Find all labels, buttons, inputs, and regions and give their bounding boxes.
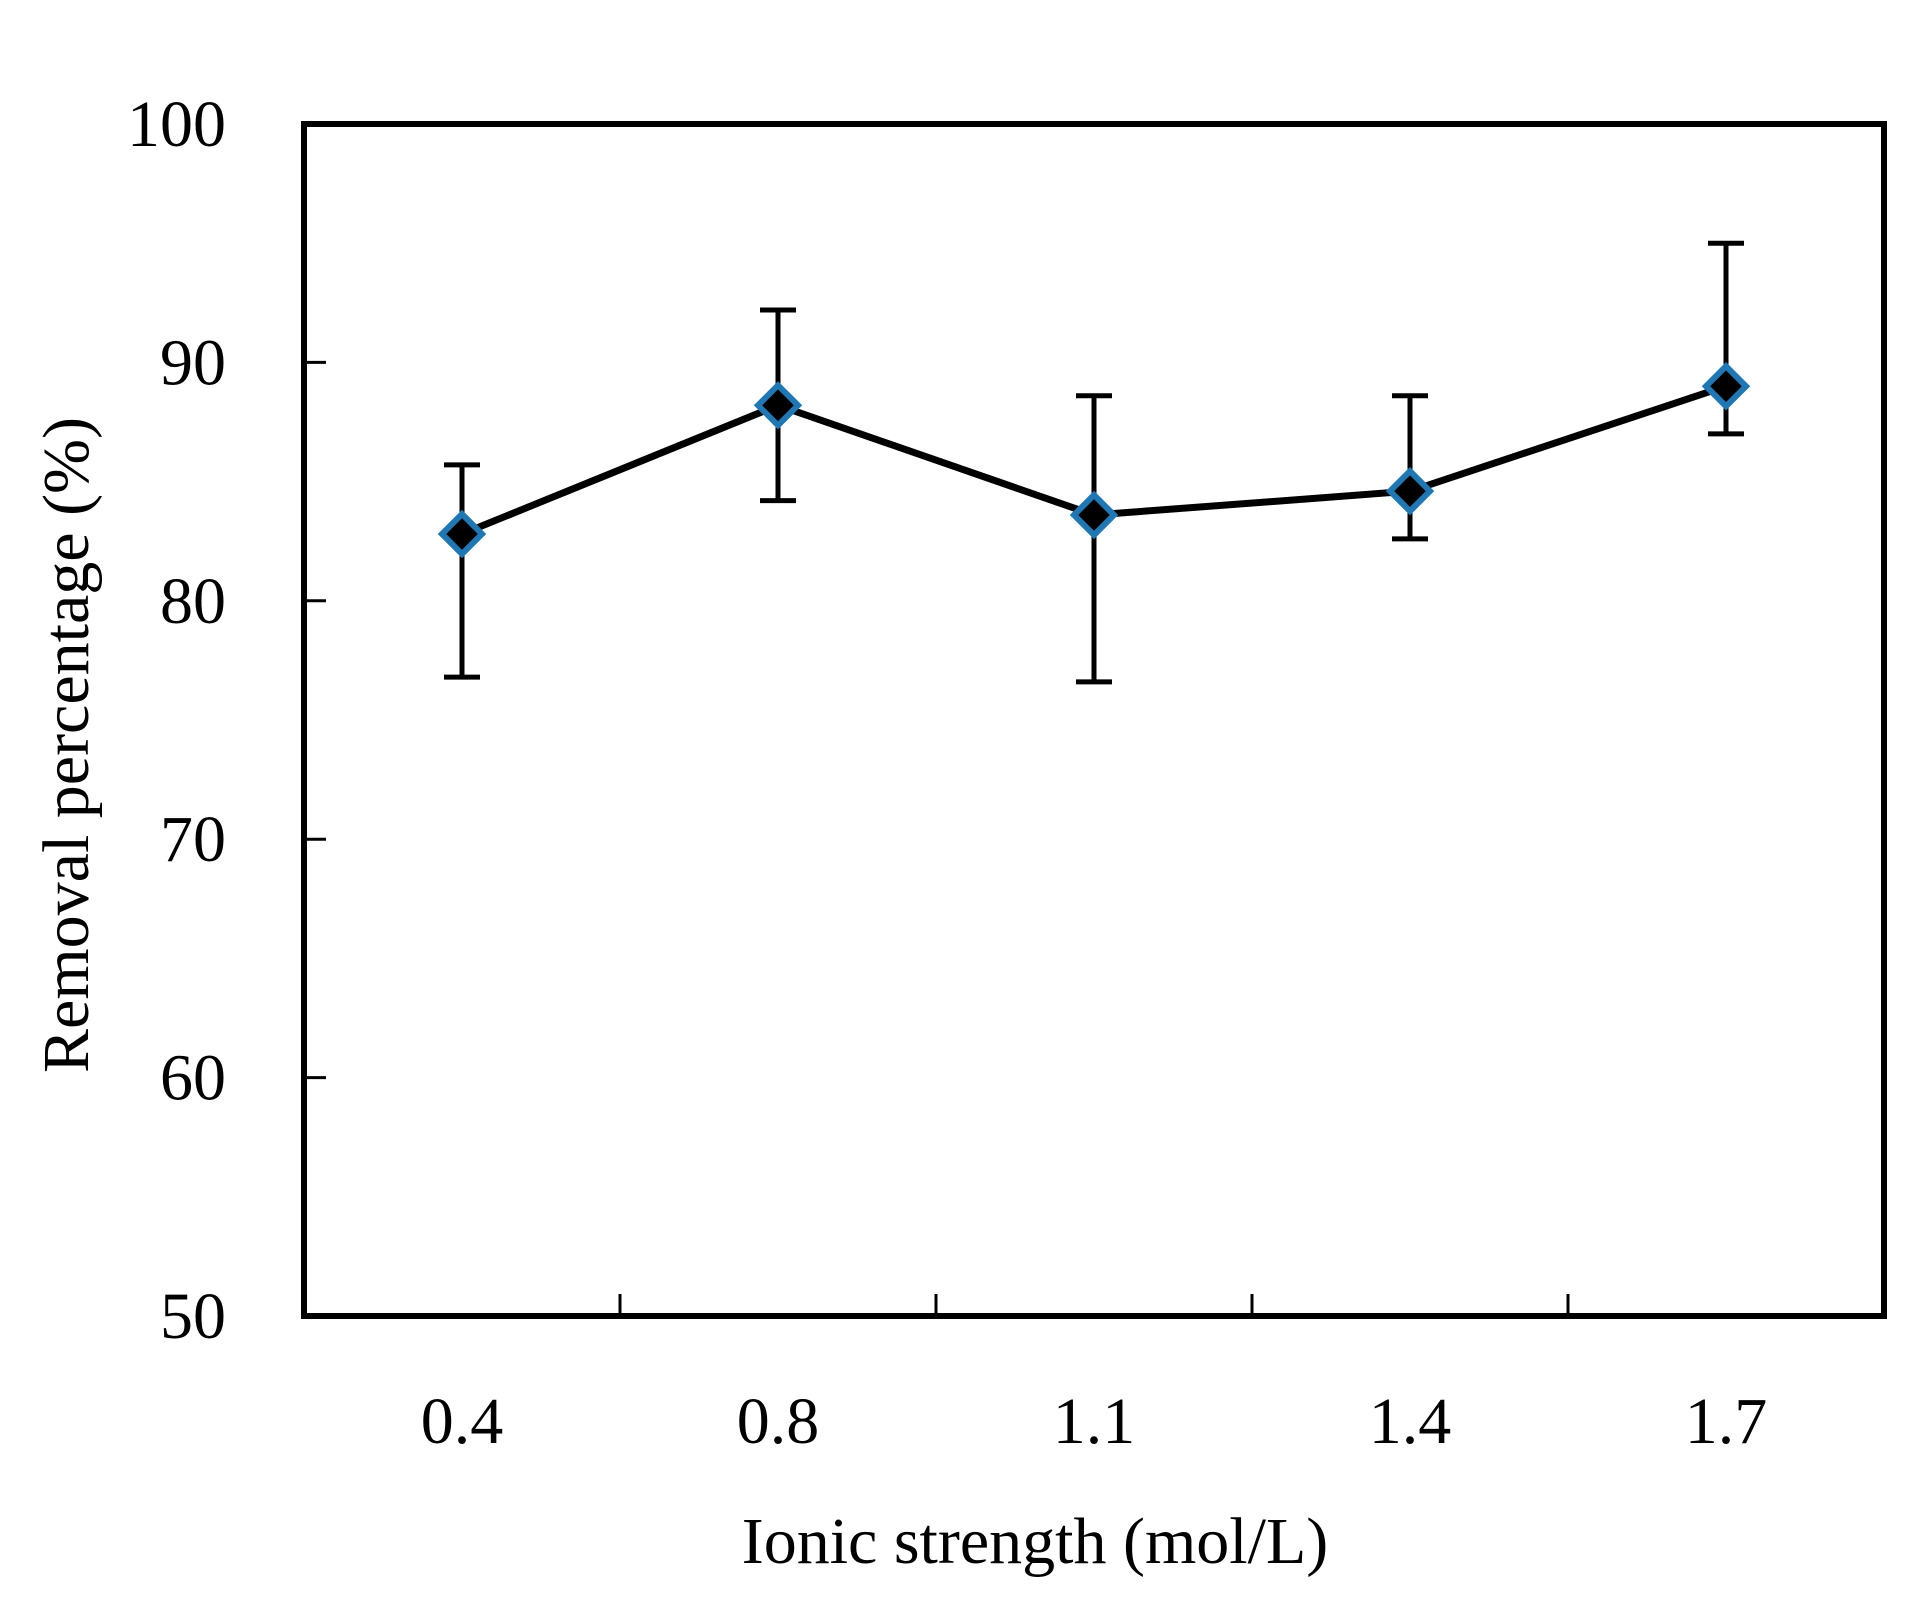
x-tick-label: 1.4 (1369, 1385, 1452, 1458)
x-tick-label: 1.1 (1053, 1385, 1136, 1458)
y-tick-labels: 50 60 70 80 90 100 (127, 88, 226, 1353)
data-point-marker (1701, 361, 1751, 411)
tick-marks (304, 360, 1570, 1316)
y-tick-label: 60 (160, 1042, 226, 1115)
x-tick-label: 1.7 (1685, 1385, 1768, 1458)
x-tick-label: 0.4 (421, 1385, 504, 1458)
x-axis-title: Ionic strength (mol/L) (742, 1505, 1329, 1578)
y-tick-label: 50 (160, 1280, 226, 1353)
y-tick-label: 70 (160, 803, 226, 876)
x-tick-label: 0.8 (737, 1385, 820, 1458)
data-point-marker (753, 381, 803, 430)
y-axis-title: Removal percentage (%) (30, 417, 103, 1073)
data-point-marker (1385, 466, 1435, 516)
data-point-markers (437, 361, 1751, 559)
data-point-marker (437, 509, 487, 559)
data-point-marker (1069, 490, 1119, 540)
plot-area-frame (301, 121, 1887, 1319)
x-tick-labels: 0.4 0.8 1.1 1.4 1.7 (421, 1385, 1768, 1458)
y-tick-label: 100 (127, 88, 226, 161)
y-tick-label: 80 (160, 565, 226, 638)
y-tick-label: 90 (160, 326, 226, 399)
